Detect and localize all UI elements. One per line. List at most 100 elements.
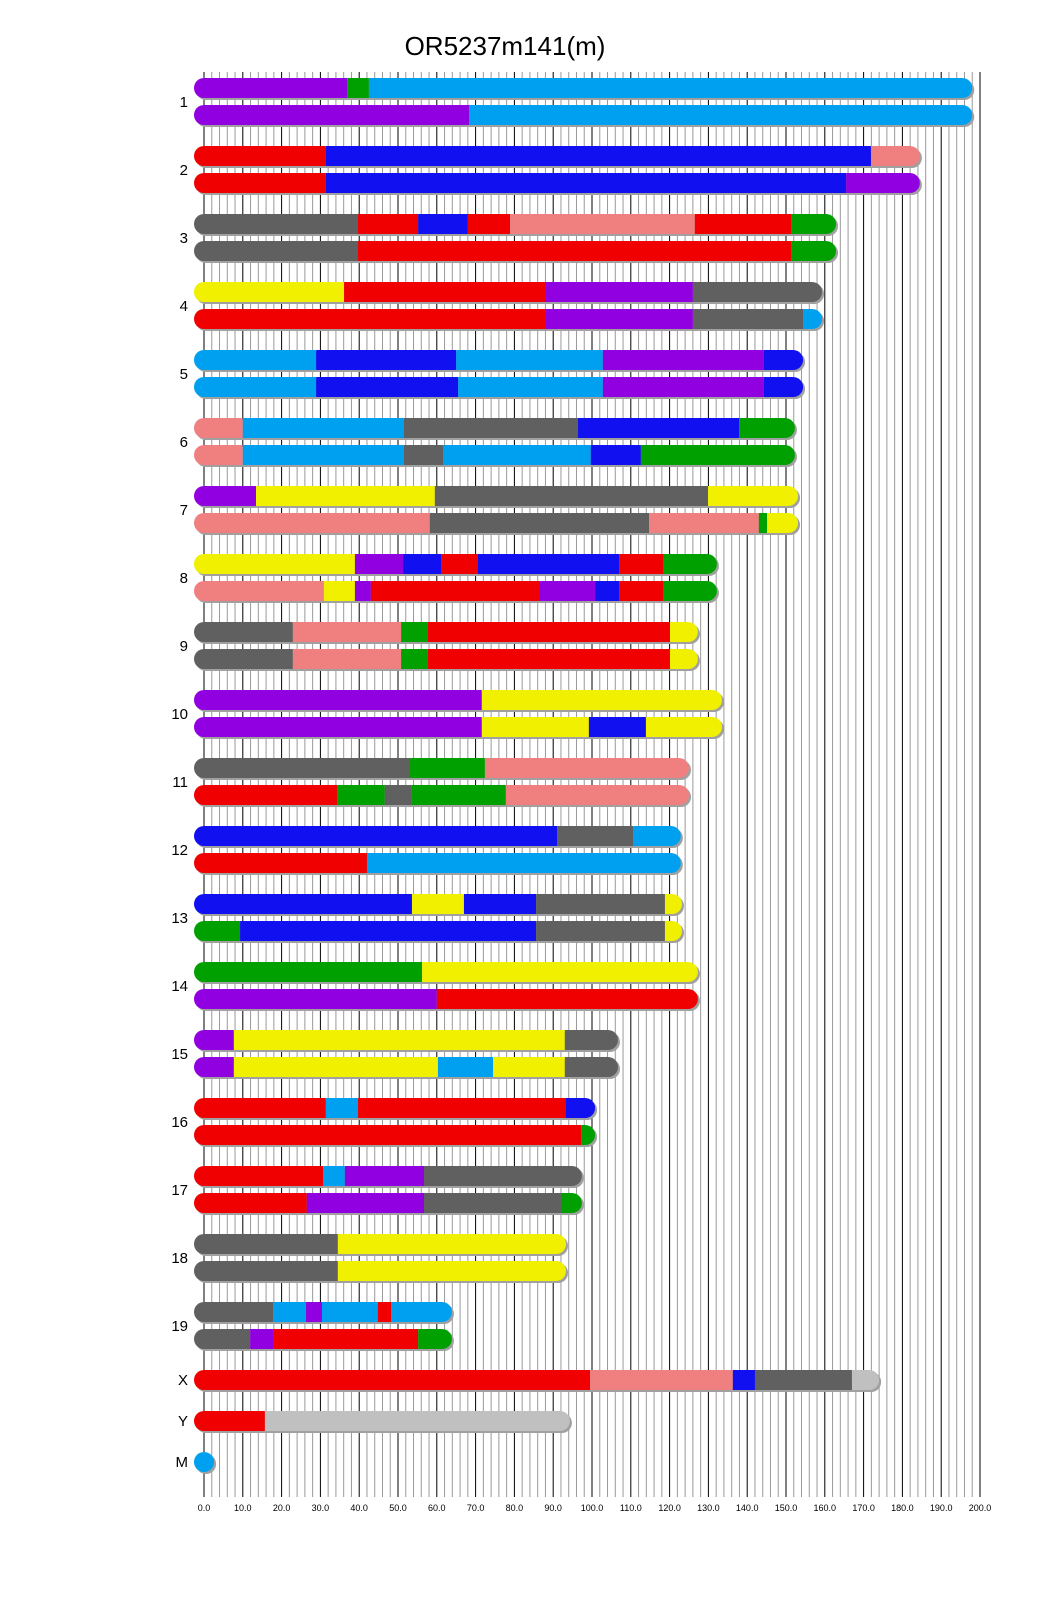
segment-gray — [384, 785, 412, 805]
segment-lightgray — [264, 1411, 570, 1431]
segment-cyan — [242, 418, 404, 438]
segment-red — [619, 554, 664, 574]
haplotype-1 — [194, 894, 683, 914]
segment-salmon — [292, 622, 402, 642]
chromosome-6: 6 — [180, 418, 797, 467]
segment-lightgray — [851, 1370, 880, 1390]
chromosome-Y: Y — [178, 1411, 572, 1433]
chromosome-X: X — [178, 1370, 882, 1392]
chromosome-5: 5 — [180, 350, 806, 399]
segment-yellow — [481, 717, 589, 737]
segment-yellow — [194, 554, 355, 574]
segment-blue — [595, 581, 620, 601]
segment-cyan — [366, 853, 681, 873]
segment-gray — [194, 1302, 274, 1322]
x-tick-label: 150.0 — [775, 1503, 798, 1513]
chromosome-label: 11 — [172, 774, 188, 791]
segment-red — [194, 1125, 582, 1145]
haplotype-2 — [194, 377, 804, 397]
segment-salmon — [484, 758, 689, 778]
segment-yellow — [233, 1057, 438, 1077]
haplotype-1 — [194, 1234, 567, 1254]
segment-red — [194, 173, 326, 193]
segment-salmon — [649, 513, 759, 533]
segment-green — [401, 649, 428, 669]
segment-green — [194, 921, 241, 941]
segment-blue — [403, 554, 442, 574]
segment-blue — [578, 418, 740, 438]
segment-purple — [306, 1193, 424, 1213]
chromosome-17: 17 — [171, 1166, 584, 1215]
chromosome-11: 11 — [172, 758, 691, 807]
segment-blue — [316, 350, 457, 370]
chromosome-label: 4 — [180, 298, 188, 315]
x-tick-label: 130.0 — [697, 1503, 720, 1513]
x-tick-label: 120.0 — [658, 1503, 681, 1513]
haplotype-1 — [194, 622, 698, 642]
segment-gray — [692, 309, 804, 329]
haplotype-1 — [194, 78, 973, 98]
segment-gray — [194, 1234, 338, 1254]
segment-gray — [194, 1329, 251, 1349]
haplotype-2 — [194, 513, 799, 533]
segment-red — [358, 1098, 567, 1118]
x-tick-label: 110.0 — [620, 1503, 642, 1513]
segment-gray — [194, 214, 359, 234]
x-tick-label: 0.0 — [198, 1503, 211, 1513]
segment-gray — [434, 486, 709, 506]
x-tick-label: 10.0 — [234, 1503, 252, 1513]
segment-green — [410, 758, 485, 778]
segment-red — [358, 214, 419, 234]
segment-blue — [325, 146, 871, 166]
segment-salmon — [292, 649, 402, 669]
chromosome-14: 14 — [171, 962, 700, 1011]
segment-green — [401, 622, 428, 642]
segment-yellow — [422, 962, 698, 982]
segment-salmon — [590, 1370, 733, 1390]
segment-purple — [194, 1030, 234, 1050]
chromosome-label: 12 — [171, 842, 188, 859]
chromosome-19: 19 — [171, 1302, 454, 1351]
segment-cyan — [456, 350, 603, 370]
haplotype-2 — [194, 445, 795, 465]
segment-yellow — [255, 486, 435, 506]
chromosome-13: 13 — [171, 894, 685, 943]
segment-green — [640, 445, 795, 465]
chromosome-3: 3 — [180, 214, 839, 263]
segment-purple — [545, 282, 693, 302]
chromosome-label: 1 — [180, 94, 188, 111]
segment-purple — [354, 581, 371, 601]
segment-gray — [692, 282, 823, 302]
chromosome-8: 8 — [180, 554, 719, 603]
x-tick-label: 100.0 — [581, 1503, 604, 1513]
segment-blue — [316, 377, 459, 397]
chromosome-12: 12 — [171, 826, 683, 875]
segment-cyan — [391, 1302, 452, 1322]
haplotype-1 — [194, 1166, 582, 1186]
haplotype-2 — [194, 1329, 452, 1349]
x-tick-label: 30.0 — [312, 1503, 330, 1513]
segment-red — [467, 214, 511, 234]
segment-cyan — [194, 1452, 215, 1472]
chromosome-1: 1 — [180, 78, 975, 127]
x-tick-label: 20.0 — [273, 1503, 291, 1513]
segment-green — [194, 962, 423, 982]
segment-salmon — [194, 445, 243, 465]
x-tick-label: 170.0 — [852, 1503, 875, 1513]
x-tick-label: 190.0 — [930, 1503, 953, 1513]
segment-yellow — [664, 921, 683, 941]
chromosome-label: 18 — [171, 1250, 188, 1267]
segment-salmon — [194, 513, 430, 533]
segment-gray — [194, 241, 359, 261]
segment-purple — [540, 581, 596, 601]
x-tick-label: 60.0 — [428, 1503, 446, 1513]
segment-red — [194, 309, 546, 329]
segment-gray — [403, 445, 444, 465]
haplotype-1 — [194, 282, 823, 302]
segment-salmon — [194, 418, 243, 438]
segment-purple — [545, 309, 693, 329]
segment-blue — [325, 173, 847, 193]
chromosome-label: 2 — [180, 162, 188, 179]
chromosome-label: 7 — [180, 502, 188, 519]
